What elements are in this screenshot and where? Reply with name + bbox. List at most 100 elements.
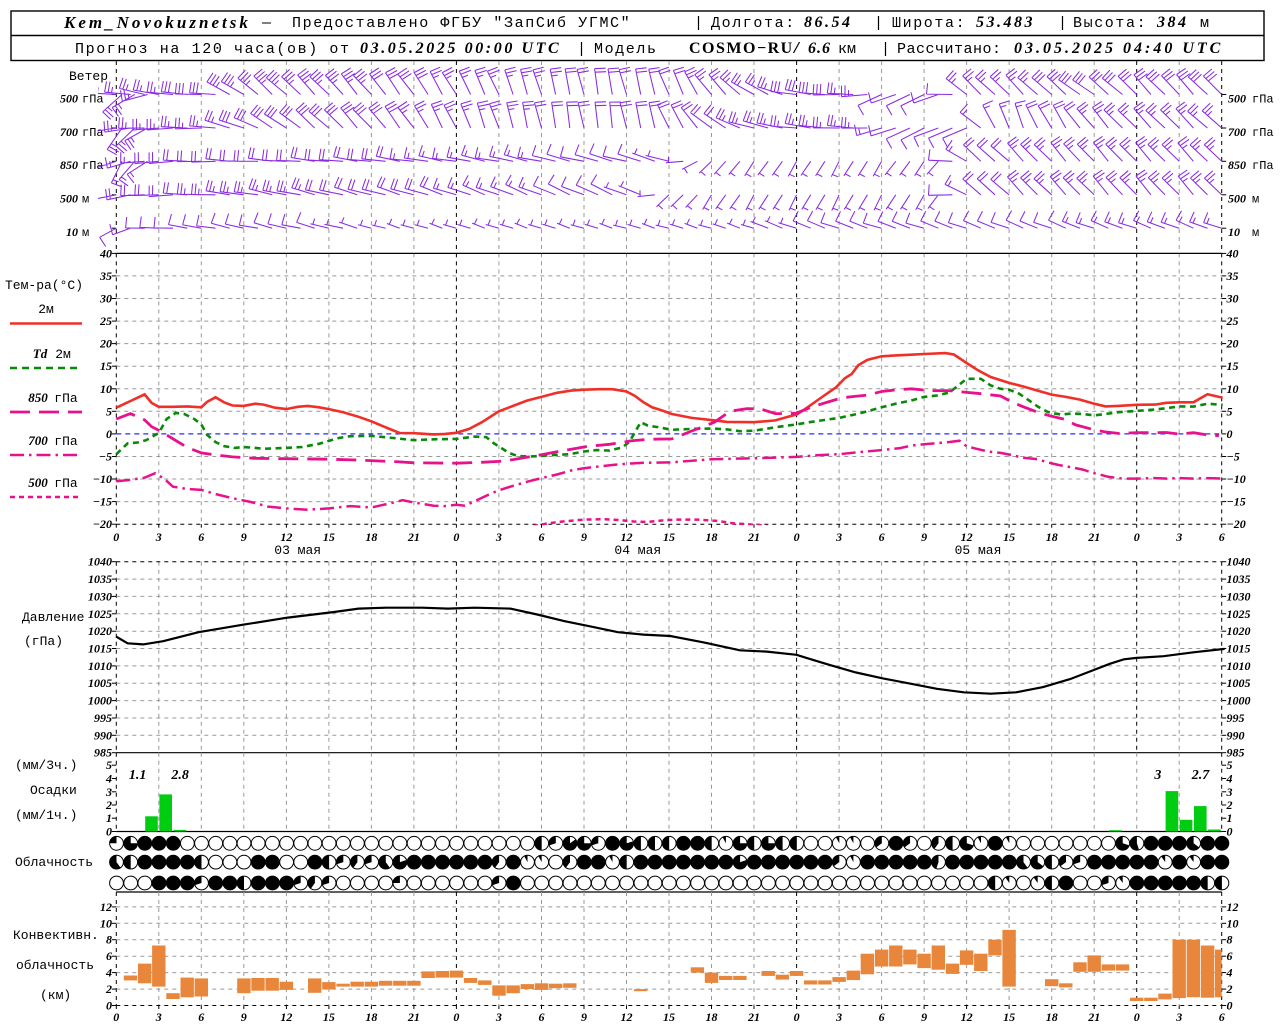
svg-text:гПа: гПа [1252, 93, 1274, 107]
svg-text:2м: 2м [38, 302, 54, 317]
svg-text:500: 500 [60, 192, 78, 206]
svg-text:−15: −15 [93, 495, 112, 509]
svg-text:03.05.2025 00:00 UTC: 03.05.2025 00:00 UTC [360, 40, 561, 57]
svg-text:гПа: гПа [54, 434, 78, 449]
svg-text:/: / [792, 41, 801, 58]
svg-text:1010: 1010 [1227, 659, 1251, 673]
svg-text:3: 3 [1153, 768, 1161, 783]
svg-text:0: 0 [106, 825, 112, 839]
svg-text:0: 0 [106, 427, 112, 441]
svg-text:500: 500 [28, 475, 48, 490]
svg-text:12: 12 [961, 1010, 973, 1024]
svg-text:15: 15 [663, 530, 675, 544]
svg-text:700: 700 [28, 433, 48, 448]
svg-text:12: 12 [280, 530, 292, 544]
svg-text:гПа: гПа [82, 159, 104, 173]
svg-text:−10: −10 [93, 472, 112, 486]
svg-text:2: 2 [1226, 798, 1233, 812]
svg-text:1005: 1005 [1227, 676, 1251, 690]
svg-text:9: 9 [241, 1010, 247, 1024]
svg-text:5: 5 [1227, 758, 1233, 772]
svg-text:20: 20 [1226, 337, 1239, 351]
svg-text:1: 1 [1227, 811, 1233, 825]
svg-text:Долгота:: Долгота: [711, 15, 796, 32]
svg-text:6: 6 [1227, 949, 1233, 963]
svg-text:2.7: 2.7 [1191, 768, 1211, 783]
svg-text:12: 12 [280, 1010, 292, 1024]
svg-text:30: 30 [1226, 292, 1239, 306]
svg-text:700: 700 [60, 125, 78, 139]
svg-text:12: 12 [100, 900, 112, 914]
svg-text:1: 1 [106, 811, 112, 825]
svg-text:990: 990 [1227, 728, 1245, 742]
svg-text:53.483: 53.483 [976, 14, 1035, 31]
svg-text:1025: 1025 [88, 607, 112, 621]
svg-text:3: 3 [1175, 530, 1182, 544]
svg-text:м: м [1252, 226, 1259, 240]
svg-text:10: 10 [100, 916, 112, 930]
svg-text:15: 15 [323, 1010, 335, 1024]
svg-text:Облачность: Облачность [15, 855, 93, 870]
svg-text:18: 18 [706, 1010, 718, 1024]
svg-text:1035: 1035 [1227, 572, 1251, 586]
svg-text:9: 9 [921, 530, 927, 544]
svg-text:6: 6 [539, 1010, 545, 1024]
svg-text:м: м [1200, 15, 1209, 32]
svg-text:Модель: Модель [594, 41, 658, 58]
svg-text:850: 850 [28, 390, 48, 405]
svg-text:10: 10 [100, 382, 112, 396]
svg-text:21: 21 [1087, 1010, 1100, 1024]
svg-text:1030: 1030 [1227, 589, 1251, 603]
svg-text:03.05.2025 04:40 UTC: 03.05.2025 04:40 UTC [1014, 40, 1223, 57]
svg-text:1010: 1010 [88, 659, 112, 673]
svg-text:850: 850 [1228, 158, 1246, 172]
svg-text:500: 500 [1228, 92, 1246, 106]
svg-text:1000: 1000 [88, 694, 112, 708]
svg-text:Td: Td [33, 346, 48, 361]
svg-text:21: 21 [747, 1010, 760, 1024]
svg-text:0: 0 [1227, 427, 1233, 441]
svg-text:18: 18 [706, 530, 718, 544]
svg-text:500: 500 [60, 92, 78, 106]
svg-text:4: 4 [105, 966, 112, 980]
svg-text:Тем-ра(°C): Тем-ра(°C) [5, 278, 83, 293]
svg-text:Высота:: Высота: [1073, 15, 1147, 32]
svg-text:Широта:: Широта: [892, 15, 966, 32]
svg-text:−15: −15 [1227, 495, 1246, 509]
svg-text:1000: 1000 [1227, 694, 1251, 708]
svg-text:1020: 1020 [1227, 624, 1251, 638]
svg-text:500: 500 [1228, 192, 1246, 206]
svg-text:Ветер: Ветер [69, 69, 108, 84]
svg-text:−5: −5 [99, 450, 112, 464]
svg-text:03 мая: 03 мая [274, 543, 321, 558]
svg-text:м: м [1252, 193, 1259, 207]
svg-text:35: 35 [99, 269, 112, 283]
svg-text:Прогноз на 120 часа(ов) от: Прогноз на 120 часа(ов) от [75, 41, 351, 58]
svg-text:9: 9 [581, 530, 587, 544]
svg-text:384: 384 [1156, 14, 1189, 31]
svg-text:18: 18 [1046, 530, 1058, 544]
svg-text:0: 0 [1227, 825, 1233, 839]
svg-text:гПа: гПа [82, 93, 104, 107]
svg-text:10: 10 [66, 225, 78, 239]
svg-text:Рассчитано:: Рассчитано: [897, 41, 1002, 58]
svg-text:6: 6 [539, 530, 545, 544]
svg-text:Kem_Novokuznetsk: Kem_Novokuznetsk [63, 13, 251, 32]
svg-text:0: 0 [113, 530, 119, 544]
svg-text:15: 15 [1003, 1010, 1015, 1024]
svg-text:21: 21 [747, 530, 760, 544]
svg-text:40: 40 [99, 246, 112, 260]
svg-text:04 мая: 04 мая [614, 543, 661, 558]
svg-text:86.54: 86.54 [804, 14, 853, 31]
svg-text:9: 9 [921, 1010, 927, 1024]
svg-text:(мм/3ч.): (мм/3ч.) [15, 758, 77, 773]
svg-text:12: 12 [1227, 900, 1239, 914]
svg-text:10: 10 [1227, 382, 1239, 396]
svg-text:|: | [1058, 15, 1067, 32]
svg-text:10: 10 [1227, 916, 1239, 930]
svg-text:м: м [82, 226, 89, 240]
svg-text:3: 3 [105, 785, 112, 799]
svg-text:2м: 2м [55, 347, 71, 362]
svg-text:9: 9 [581, 1010, 587, 1024]
svg-text:Конвективн.: Конвективн. [13, 928, 99, 943]
